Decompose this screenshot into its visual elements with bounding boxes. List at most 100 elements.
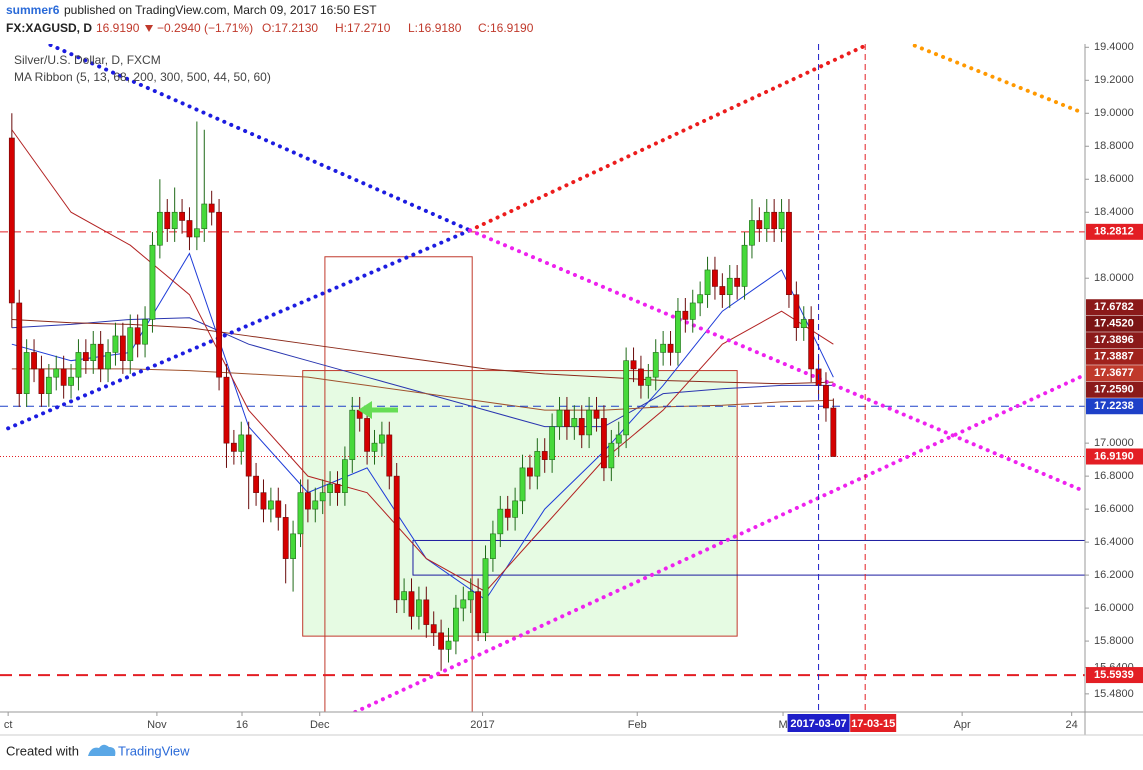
- trend-line: [467, 44, 868, 233]
- zone-box: [302, 370, 738, 637]
- candle-body: [304, 492, 311, 510]
- candle-body: [193, 228, 200, 238]
- plot: [0, 44, 1085, 712]
- date-label-bg: [850, 714, 897, 732]
- x-tick-label: Dec: [310, 719, 330, 731]
- price-label-bg: [1086, 398, 1143, 415]
- symbol: FX:XAGUSD, D: [6, 21, 92, 35]
- candle-body: [171, 211, 178, 230]
- price-label-bg: [1086, 332, 1143, 349]
- chart-title: Silver/U.S. Dollar, D, FXCM: [14, 53, 161, 67]
- candle-body: [127, 327, 134, 361]
- candle-body: [638, 368, 644, 386]
- candle-body: [119, 335, 126, 361]
- candle-body: [682, 310, 689, 320]
- y-tick-label: 15.8000: [1094, 635, 1134, 647]
- candle-body: [453, 607, 459, 642]
- candle-body: [630, 360, 637, 370]
- candle-body: [763, 211, 770, 230]
- candle-body: [290, 533, 296, 559]
- y-tick-label: 15.4800: [1094, 688, 1134, 700]
- candle-body: [253, 475, 259, 493]
- candle-body: [105, 352, 111, 370]
- candle-body: [238, 434, 245, 452]
- candle-body: [445, 640, 452, 650]
- candle-body: [364, 418, 370, 452]
- price-label-bg: [1086, 348, 1143, 365]
- price-label: 17.2238: [1094, 400, 1134, 412]
- ohlc-low: L:16.9180: [408, 21, 462, 35]
- candle-body: [341, 459, 348, 493]
- candle-body: [134, 327, 141, 345]
- candle-body: [164, 211, 171, 230]
- down-arrow: [145, 25, 153, 32]
- candle-body: [216, 211, 222, 378]
- candle-body: [512, 500, 519, 518]
- candle-body: [689, 302, 696, 320]
- candle-body: [371, 442, 378, 452]
- candle-body: [578, 418, 585, 436]
- change: −0.2940 (−1.71%): [157, 21, 253, 35]
- candle-body: [660, 343, 667, 353]
- price-label: 17.2590: [1094, 384, 1134, 396]
- price-label-bg: [1086, 381, 1143, 398]
- y-tick-label: 16.8000: [1094, 470, 1134, 482]
- x-tick-label: M: [778, 719, 787, 731]
- candle-body: [112, 335, 119, 353]
- candle-body: [645, 376, 652, 386]
- candle-body: [75, 352, 82, 378]
- ohlc-open: O:17.2130: [262, 21, 318, 35]
- candle-body: [571, 418, 578, 427]
- candle-body: [23, 352, 30, 394]
- candle-body: [416, 599, 422, 617]
- candle-body: [675, 310, 681, 353]
- candle-body: [31, 352, 37, 370]
- candle-body: [556, 409, 563, 427]
- candle-body: [823, 385, 829, 409]
- candle-body: [275, 500, 282, 518]
- candle-body: [208, 203, 215, 213]
- x-tick-label: ct: [4, 719, 13, 731]
- candle-body: [756, 220, 763, 230]
- footer-brand[interactable]: TradingView: [118, 743, 190, 758]
- candle-body: [615, 434, 622, 444]
- candle-body: [45, 376, 52, 394]
- price-label-bg: [1086, 667, 1143, 684]
- candle-body: [267, 500, 274, 510]
- candle-body: [793, 294, 800, 328]
- candle-body: [245, 434, 252, 477]
- candle-body: [719, 286, 726, 296]
- candle-body: [53, 368, 60, 378]
- y-tick-label: 19.0000: [1094, 107, 1134, 119]
- overlay: [358, 401, 398, 419]
- candle-body: [260, 492, 267, 510]
- candle-body: [156, 211, 163, 246]
- price-label: 17.3887: [1094, 351, 1134, 363]
- author[interactable]: summer6: [6, 3, 60, 17]
- candle-body: [741, 244, 748, 287]
- zone-box: [412, 539, 1085, 576]
- y-tick-label: 18.8000: [1094, 140, 1134, 152]
- candle-body: [386, 434, 393, 477]
- candle-body: [800, 319, 807, 328]
- candle-body: [38, 368, 45, 394]
- candle-body: [90, 343, 97, 361]
- candle-body: [490, 533, 496, 559]
- candle-body: [460, 599, 467, 609]
- x-tick-label: 24: [1066, 719, 1078, 731]
- x-tick-label: Nov: [147, 719, 167, 731]
- price-label-bg: [1086, 315, 1143, 332]
- candle-body: [564, 409, 570, 427]
- x-tick-label: 2017: [470, 719, 494, 731]
- candle-body: [601, 418, 607, 469]
- candle-body: [401, 591, 407, 601]
- candle-body: [652, 352, 659, 378]
- candle-body: [475, 591, 482, 634]
- y-tick-label: 19.2000: [1094, 74, 1134, 86]
- candle-body: [312, 500, 319, 510]
- y-tick-label: 16.6000: [1094, 503, 1134, 515]
- x-tick-label: Apr: [954, 719, 971, 731]
- y-tick-label: 18.4000: [1094, 206, 1134, 218]
